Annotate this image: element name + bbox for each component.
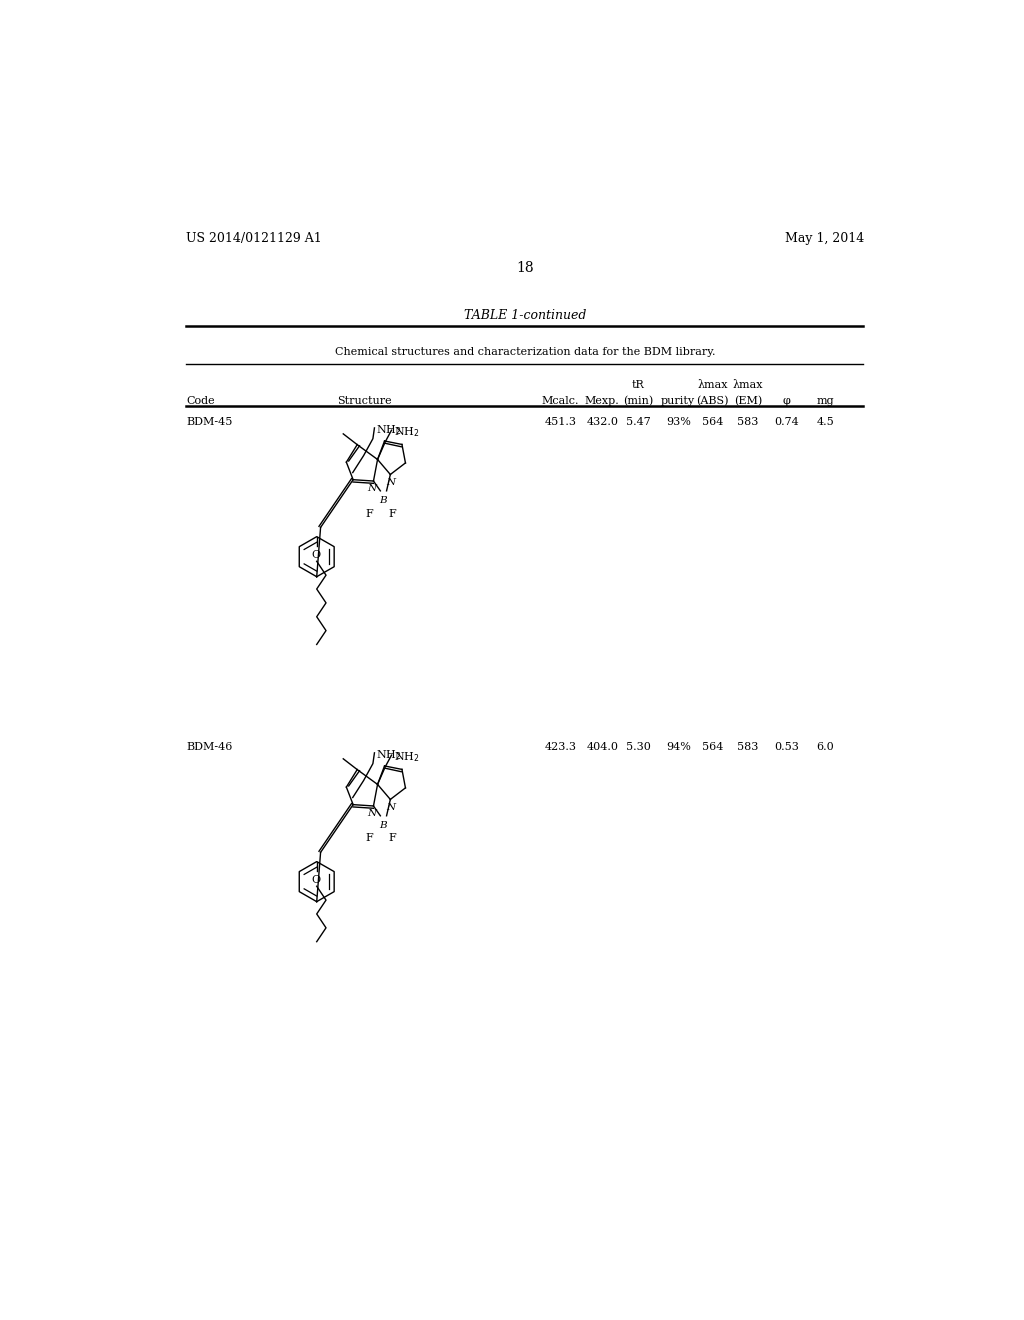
Text: 451.3: 451.3	[545, 417, 577, 428]
Text: 404.0: 404.0	[587, 742, 618, 752]
Text: 564: 564	[701, 742, 723, 752]
Text: F: F	[366, 833, 374, 843]
Text: B: B	[380, 821, 387, 830]
Text: N: N	[368, 809, 377, 818]
Text: tR: tR	[632, 380, 644, 391]
Text: 0.53: 0.53	[774, 742, 799, 752]
Text: 583: 583	[737, 742, 759, 752]
Text: NH$_2$: NH$_2$	[376, 748, 401, 762]
Text: F: F	[389, 833, 396, 843]
Text: O: O	[311, 549, 321, 560]
Text: NH$_2$: NH$_2$	[394, 750, 420, 763]
Text: Structure: Structure	[337, 396, 392, 405]
Text: NH$_2$: NH$_2$	[376, 424, 401, 437]
Text: 423.3: 423.3	[545, 742, 577, 752]
Text: TABLE 1-continued: TABLE 1-continued	[464, 309, 586, 322]
Text: O: O	[311, 875, 321, 884]
Text: N: N	[386, 478, 395, 487]
Text: 6.0: 6.0	[816, 742, 835, 752]
Text: B: B	[380, 496, 387, 506]
Text: 5.47: 5.47	[626, 417, 650, 428]
Text: (EM): (EM)	[734, 396, 762, 405]
Text: φ: φ	[782, 396, 791, 405]
Text: 0.74: 0.74	[774, 417, 799, 428]
Text: Mexp.: Mexp.	[585, 396, 620, 405]
Text: Chemical structures and characterization data for the BDM library.: Chemical structures and characterization…	[335, 347, 715, 356]
Text: 583: 583	[737, 417, 759, 428]
Text: F: F	[366, 508, 374, 519]
Text: mg: mg	[817, 396, 835, 405]
Text: Code: Code	[186, 396, 215, 405]
Text: May 1, 2014: May 1, 2014	[785, 231, 864, 244]
Text: (min): (min)	[623, 396, 653, 405]
Text: N: N	[368, 484, 377, 494]
Text: λmax: λmax	[733, 380, 763, 391]
Text: 94%: 94%	[666, 742, 690, 752]
Text: N: N	[386, 803, 395, 812]
Text: 432.0: 432.0	[587, 417, 618, 428]
Text: NH$_2$: NH$_2$	[394, 425, 420, 438]
Text: 4.5: 4.5	[816, 417, 835, 428]
Text: purity: purity	[662, 396, 695, 405]
Text: (ABS): (ABS)	[696, 396, 729, 405]
Text: 564: 564	[701, 417, 723, 428]
Text: λmax: λmax	[697, 380, 728, 391]
Text: 5.30: 5.30	[626, 742, 650, 752]
Text: BDM-46: BDM-46	[186, 742, 232, 752]
Text: 18: 18	[516, 261, 534, 275]
Text: Mcalc.: Mcalc.	[542, 396, 580, 405]
Text: 93%: 93%	[666, 417, 690, 428]
Text: BDM-45: BDM-45	[186, 417, 232, 428]
Text: US 2014/0121129 A1: US 2014/0121129 A1	[186, 231, 322, 244]
Text: F: F	[389, 508, 396, 519]
